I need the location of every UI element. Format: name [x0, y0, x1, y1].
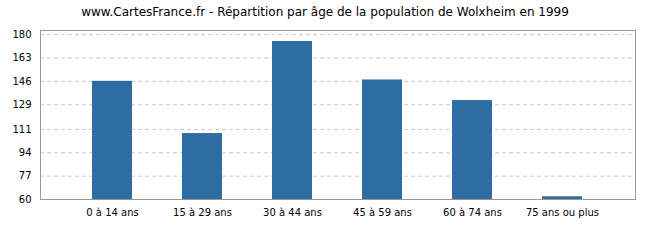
svg-text:60: 60 [19, 194, 32, 205]
svg-text:45 à 59 ans: 45 à 59 ans [353, 207, 412, 218]
svg-text:30 à 44 ans: 30 à 44 ans [263, 207, 322, 218]
svg-text:0 à 14 ans: 0 à 14 ans [86, 207, 138, 218]
svg-text:129: 129 [12, 99, 31, 110]
svg-text:111: 111 [12, 124, 31, 135]
svg-text:75 ans ou plus: 75 ans ou plus [526, 207, 599, 218]
svg-text:146: 146 [12, 76, 31, 87]
html-text:www.CartesFrance.fr - Répartit: www.CartesFrance.fr - Répartition par âg… [81, 5, 569, 19]
svg-text:15 à 29 ans: 15 à 29 ans [173, 207, 232, 218]
svg-text:180: 180 [12, 29, 31, 40]
svg-text:94: 94 [19, 147, 32, 158]
svg-text:77: 77 [19, 170, 32, 181]
svg-text:60 à 74 ans: 60 à 74 ans [443, 207, 502, 218]
svg-text:163: 163 [12, 52, 31, 63]
